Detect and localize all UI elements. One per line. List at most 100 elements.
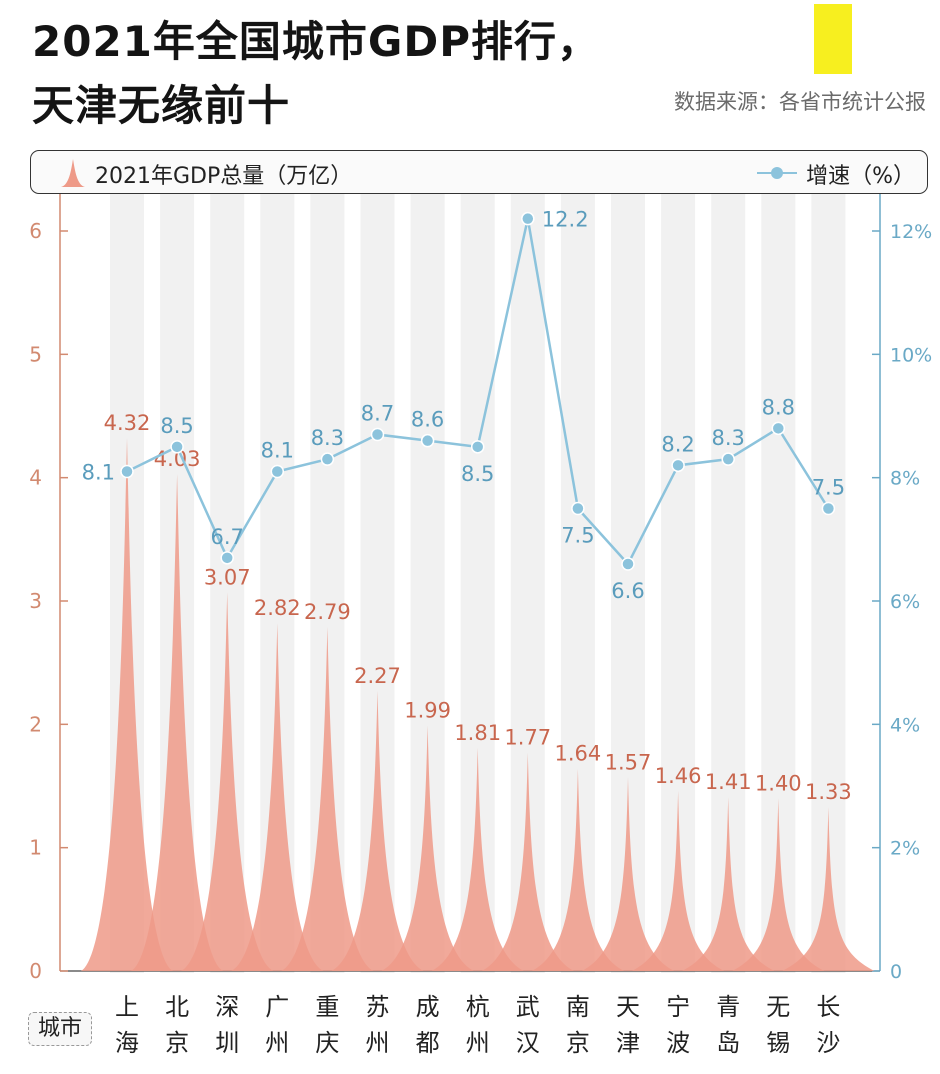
category-label: 青 [716, 993, 740, 1021]
gdp-value-label: 4.32 [104, 411, 151, 435]
right-tick-label: 10% [890, 344, 932, 366]
gdp-bar [732, 798, 825, 971]
growth-point [370, 427, 385, 442]
gdp-value-label: 1.33 [805, 780, 852, 804]
growth-value-label: 12.2 [542, 208, 589, 232]
category-label: 州 [265, 1029, 289, 1057]
gdp-bar [582, 777, 674, 971]
category-label: 沙 [816, 1029, 840, 1057]
right-tick-label: 8% [890, 468, 920, 490]
growth-point [320, 452, 335, 466]
gdp-bar [481, 752, 574, 971]
category-label: 汉 [516, 1029, 540, 1057]
gdp-bar [782, 806, 875, 971]
growth-point [420, 433, 435, 448]
left-tick-label: 5 [29, 342, 42, 366]
growth-point [671, 458, 685, 473]
title-line-2: 天津无缘前十 [32, 81, 291, 130]
growth-point [721, 452, 735, 466]
gdp-value-label: 2.79 [304, 600, 351, 624]
category-label: 京 [165, 1029, 189, 1057]
growth-value-label: 6.7 [210, 525, 243, 549]
left-tick-label: 0 [29, 959, 42, 983]
right-tick-label: 12% [890, 221, 932, 243]
gdp-value-label: 1.46 [655, 764, 702, 788]
gdp-bar [181, 592, 274, 971]
category-label: 深 [215, 993, 239, 1021]
left-tick-label: 1 [29, 836, 42, 860]
right-tick-label: 4% [890, 714, 920, 736]
category-label: 都 [416, 1029, 440, 1057]
growth-point [270, 464, 285, 479]
gdp-bar [632, 790, 725, 971]
category-label: 重 [315, 993, 339, 1021]
category-label: 海 [115, 1029, 139, 1057]
category-label: 南 [566, 993, 590, 1021]
title-line-1: 2021年全国城市GDP排行， [32, 17, 601, 66]
growth-value-label: 6.6 [611, 579, 644, 603]
category-label: 长 [816, 993, 840, 1021]
growth-value-label: 8.3 [711, 426, 744, 450]
category-label: 武 [516, 993, 540, 1021]
gdp-bar [682, 797, 775, 971]
growth-value-label: 7.5 [812, 476, 845, 500]
spike-bar-icon [61, 159, 85, 187]
growth-value-label: 8.1 [82, 461, 115, 485]
growth-value-label: 8.1 [261, 439, 294, 463]
category-label: 津 [616, 1029, 640, 1057]
category-label: 京 [566, 1029, 590, 1057]
growth-value-label: 8.2 [661, 432, 694, 456]
right-tick-label: 6% [890, 591, 920, 613]
gdp-bar [131, 473, 224, 971]
category-label: 苏 [366, 993, 390, 1021]
gdp-value-label: 1.41 [705, 770, 752, 794]
category-label: 波 [666, 1029, 690, 1057]
category-label: 州 [366, 1029, 390, 1057]
gdp-value-label: 1.40 [755, 771, 802, 795]
legend-gdp-label: 2021年GDP总量（万亿） [95, 164, 353, 189]
growth-point [571, 501, 585, 516]
gdp-value-label: 3.07 [204, 565, 251, 589]
legend: 2021年GDP总量（万亿） 增速（%） [30, 150, 928, 194]
gdp-bar [81, 438, 173, 971]
category-label: 岛 [716, 1029, 740, 1057]
gdp-value-label: 1.77 [504, 726, 551, 750]
gdp-value-label: 1.81 [454, 721, 501, 745]
left-tick-label: 3 [29, 589, 42, 613]
category-label: 庆 [315, 1029, 339, 1057]
gdp-bar [331, 691, 424, 971]
gdp-value-label: 2.82 [254, 596, 301, 620]
category-label: 天 [616, 993, 640, 1021]
growth-point [470, 440, 485, 454]
category-label: 杭 [466, 993, 490, 1021]
category-label: 成 [416, 993, 440, 1021]
gdp-value-label: 1.99 [404, 699, 451, 723]
right-tick-label: 0 [890, 961, 902, 983]
gdp-value-label: 2.27 [354, 664, 401, 688]
growth-value-label: 8.3 [311, 426, 344, 450]
category-label: 宁 [666, 993, 690, 1021]
category-label: 圳 [215, 1029, 239, 1057]
category-axis-label: 城市 [28, 1012, 92, 1046]
growth-point [821, 501, 836, 516]
gdp-value-label: 1.57 [605, 750, 652, 774]
gdp-bar [281, 626, 374, 971]
gdp-value-label: 1.64 [555, 742, 602, 766]
line-marker-icon [757, 167, 797, 179]
growth-value-label: 8.5 [461, 462, 494, 486]
category-label: 锡 [766, 1029, 790, 1057]
growth-value-label: 8.6 [411, 408, 444, 432]
left-tick-label: 4 [29, 466, 42, 490]
growth-value-label: 8.8 [762, 395, 795, 419]
left-tick-label: 6 [29, 219, 42, 243]
category-label: 无 [766, 993, 790, 1021]
category-label: 州 [466, 1029, 490, 1057]
gdp-bar [381, 725, 474, 971]
growth-value-label: 8.7 [361, 402, 394, 426]
growth-point [621, 557, 635, 571]
gdp-bar [231, 623, 324, 971]
data-source: 数据来源：各省市统计公报 [674, 90, 926, 114]
category-label: 广 [265, 993, 289, 1021]
gdp-bar [431, 747, 524, 971]
